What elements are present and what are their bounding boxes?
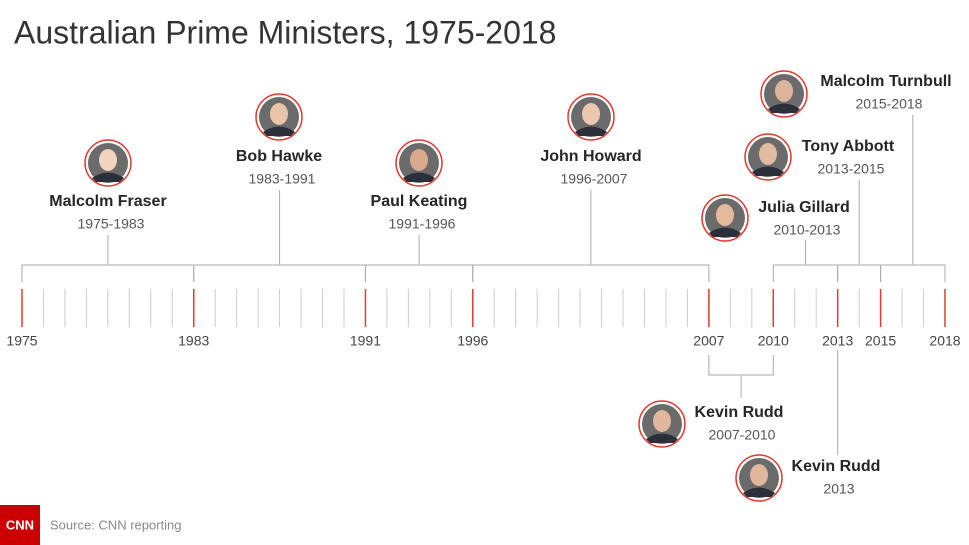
period-term: 1975-1983 [78, 216, 145, 232]
portrait-face [653, 410, 671, 432]
portrait-face [99, 149, 117, 171]
period-term: 1996-2007 [561, 171, 628, 187]
period-term: 1983-1991 [249, 171, 316, 187]
portrait-face [270, 103, 288, 125]
period-bracket [772, 240, 839, 282]
portrait-body [92, 172, 124, 182]
period-bracket [21, 235, 195, 282]
period-term: 2013-2015 [818, 161, 885, 177]
period-bracket [472, 190, 710, 282]
x-tick-label: 1983 [178, 333, 209, 349]
period-name: Malcolm Turnbull [820, 73, 951, 90]
x-tick-label: 2010 [758, 333, 789, 349]
period-name: Paul Keating [371, 193, 468, 210]
period-name: Kevin Rudd [695, 404, 784, 421]
period-name: John Howard [540, 148, 641, 165]
period-name: Tony Abbott [802, 138, 895, 155]
portrait-body [709, 227, 741, 237]
period-bracket [364, 235, 474, 282]
period-term: 2007-2010 [709, 427, 776, 443]
period-term: 1991-1996 [389, 216, 456, 232]
period-bracket [880, 115, 946, 282]
portrait-body [752, 166, 784, 176]
portrait-face [750, 464, 768, 486]
x-tick-label: 1996 [457, 333, 488, 349]
period-term: 2013 [823, 481, 854, 497]
portrait-body [768, 103, 800, 113]
period-name: Julia Gillard [758, 199, 850, 216]
period-name: Malcolm Fraser [49, 193, 166, 210]
portrait-body [403, 172, 435, 182]
portrait-body [575, 126, 607, 136]
x-tick-label: 2018 [929, 333, 960, 349]
period-bracket [837, 180, 882, 282]
period-bracket [193, 190, 366, 282]
period-bracket [708, 355, 774, 398]
x-tick-label: 2015 [865, 333, 896, 349]
portrait-face [582, 103, 600, 125]
portrait-face [759, 143, 777, 165]
portrait-body [743, 487, 775, 497]
logo: CNN [6, 517, 34, 532]
portrait-face [775, 80, 793, 102]
period-name: Kevin Rudd [792, 458, 881, 475]
source: Source: CNN reporting [50, 517, 182, 532]
portrait-body [263, 126, 295, 136]
x-tick-label: 2007 [693, 333, 724, 349]
x-tick-label: 2013 [822, 333, 853, 349]
x-tick-label: 1975 [6, 333, 37, 349]
period-term: 2015-2018 [856, 96, 923, 112]
logo-box [0, 505, 40, 545]
period-term: 2010-2013 [774, 222, 841, 238]
portrait-face [716, 204, 734, 226]
portrait-face [410, 149, 428, 171]
portrait-body [646, 433, 678, 443]
chart-title: Australian Prime Ministers, 1975-2018 [14, 14, 556, 50]
x-tick-label: 1991 [350, 333, 381, 349]
period-name: Bob Hawke [236, 148, 322, 165]
